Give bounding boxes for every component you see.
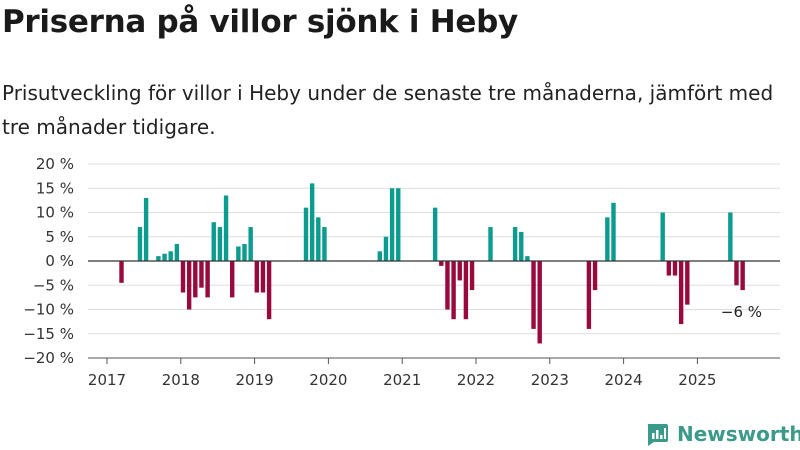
bar-negative [537, 261, 542, 344]
bar-negative [457, 261, 462, 281]
bar-positive [168, 251, 173, 261]
bar-negative [266, 261, 272, 320]
y-tick-label: −10 % [23, 301, 74, 319]
bar-positive [389, 188, 395, 261]
bar-positive [156, 256, 161, 261]
bar-positive [519, 231, 524, 261]
y-tick-label: −15 % [23, 325, 74, 343]
x-tick-label: 2023 [531, 371, 569, 389]
bar-negative [678, 261, 684, 325]
bar-negative [586, 261, 592, 329]
data-label-latest: −6 % [721, 303, 762, 321]
bar-positive [223, 195, 229, 261]
x-tick-label: 2024 [605, 371, 643, 389]
y-tick-label: 0 % [45, 252, 74, 270]
bar-positive [217, 227, 223, 261]
bar-positive [660, 212, 665, 261]
bar-negative [186, 261, 192, 310]
x-tick-label: 2020 [309, 371, 347, 389]
bar-positive [512, 227, 518, 261]
bar-negative [230, 261, 235, 298]
bar-negative [463, 261, 469, 320]
x-tick-label: 2025 [678, 371, 716, 389]
bar-positive [525, 256, 530, 261]
bar-negative [451, 261, 456, 320]
bar-positive [303, 207, 309, 261]
bar-positive [611, 202, 616, 261]
bar-positive [162, 253, 167, 261]
bar-negative [469, 261, 475, 291]
bar-positive [322, 227, 327, 261]
brand-logo: Newsworthy [645, 420, 800, 448]
bar-positive [143, 197, 149, 261]
bar-negative [180, 261, 186, 293]
x-tick-label: 2018 [162, 371, 200, 389]
chart-title: Priserna på villor sjönk i Heby [2, 4, 518, 40]
y-tick-label: 15 % [36, 179, 74, 197]
bar-positive [728, 212, 733, 261]
bar-positive [242, 244, 247, 261]
y-tick-label: 20 % [36, 155, 74, 173]
bar-positive [605, 217, 610, 261]
bar-positive [137, 227, 143, 261]
bar-positive [309, 183, 315, 261]
x-tick-label: 2017 [88, 371, 126, 389]
newsworthy-logo-icon [647, 424, 668, 446]
chart-subtitle: Prisutveckling för villor i Heby under d… [2, 81, 774, 139]
x-tick-label: 2022 [457, 371, 495, 389]
bar-negative [685, 261, 690, 305]
bar-positive [174, 244, 180, 261]
bar-negative [592, 261, 598, 291]
bar-negative [260, 261, 266, 293]
y-tick-label: −20 % [23, 349, 74, 367]
y-tick-label: 5 % [45, 228, 74, 246]
x-tick-label: 2021 [383, 371, 421, 389]
y-tick-label: −5 % [33, 276, 74, 294]
bar-positive [248, 227, 253, 261]
bar-positive [211, 222, 216, 261]
bar-positive [396, 188, 401, 261]
bar-positive [432, 207, 438, 261]
bar-negative [740, 261, 745, 291]
y-tick-label: 10 % [36, 204, 74, 222]
bar-negative [672, 261, 678, 276]
bar-negative [445, 261, 450, 310]
brand-name: Newsworthy [677, 422, 800, 446]
bar-negative [199, 261, 204, 288]
bar-negative [734, 261, 739, 286]
bar-positive [316, 217, 321, 261]
bar-negative [193, 261, 198, 298]
bar-positive [488, 227, 493, 261]
bar-negative [439, 261, 444, 266]
bar-negative [205, 261, 210, 298]
bar-negative [119, 261, 124, 283]
bar-negative [666, 261, 672, 276]
bar-positive [236, 246, 241, 261]
bar-positive [377, 251, 382, 261]
x-tick-label: 2019 [236, 371, 274, 389]
bar-negative [254, 261, 259, 293]
bar-negative [531, 261, 536, 329]
bar-positive [383, 236, 389, 261]
